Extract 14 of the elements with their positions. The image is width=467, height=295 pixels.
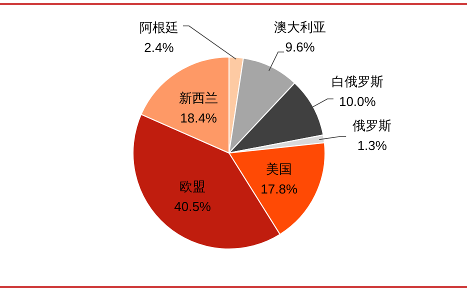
- data-label: 1.3%: [357, 138, 388, 153]
- data-label: 2.4%: [144, 40, 174, 55]
- slice-label: 白俄罗斯: [331, 74, 384, 90]
- data-label: 10.0%: [338, 94, 376, 110]
- slice-label: 俄罗斯: [352, 118, 392, 133]
- slice-label: 欧盟: [180, 179, 206, 194]
- slice-label: 澳大利亚: [274, 20, 326, 35]
- data-label: 18.4%: [180, 110, 218, 126]
- slice-label: 美国: [266, 161, 292, 176]
- data-label: 40.5%: [174, 199, 212, 214]
- slice-label: 阿根廷: [140, 20, 178, 35]
- data-label: 17.8%: [260, 181, 298, 196]
- data-label: 9.6%: [285, 40, 316, 55]
- slice-label: 新西兰: [179, 90, 218, 106]
